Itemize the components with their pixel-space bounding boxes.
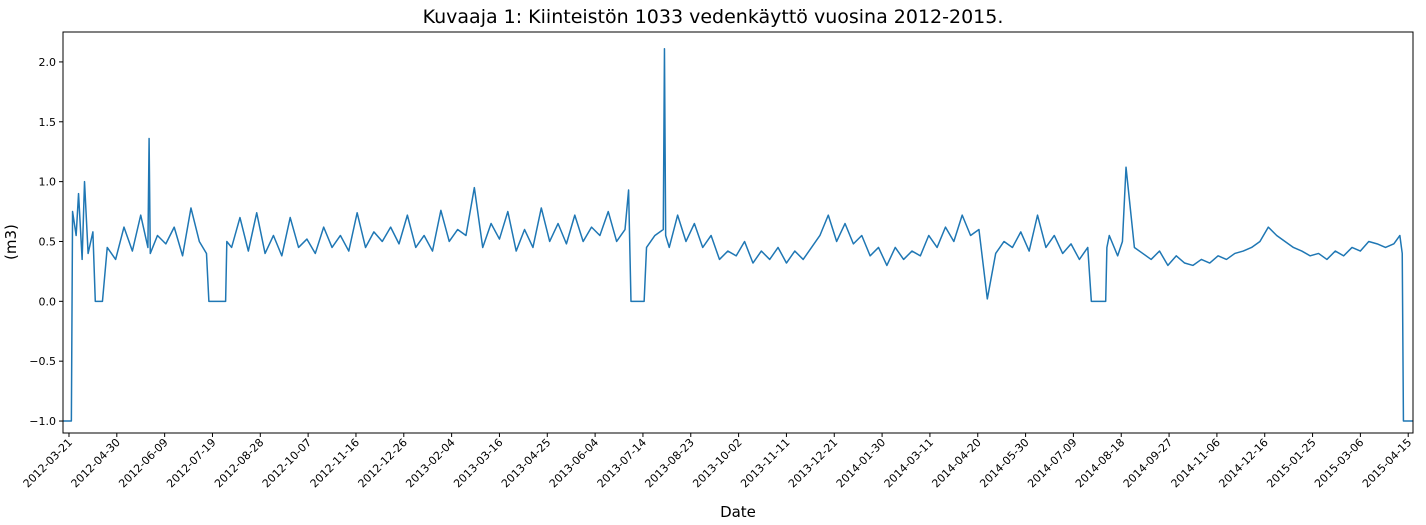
x-tick-label: 2013-11-11	[738, 436, 792, 490]
x-tick-label: 2012-12-26	[356, 436, 410, 490]
y-tick-label: 1.5	[39, 116, 57, 129]
x-tick-label: 2014-07-09	[1025, 436, 1079, 490]
y-tick-label: 1.0	[39, 176, 57, 189]
x-tick-label: 2012-10-07	[260, 436, 314, 490]
x-tick-label: 2013-12-21	[786, 436, 840, 490]
x-tick-label: 2014-04-20	[929, 436, 983, 490]
plot-area: −1.0 −0.5 0.0 0.5 1.0 1.5 2.0 2012-03-212012-04…	[21, 31, 1414, 490]
x-tick-label: 2015-04-15	[1360, 436, 1414, 490]
y-tick-label: 0.5	[39, 235, 57, 248]
x-tick-label: 2013-02-04	[403, 436, 457, 490]
x-tick-label: 2012-11-16	[308, 436, 362, 490]
x-tick-label: 2012-04-30	[69, 436, 123, 490]
y-tick-label: 2.0	[39, 56, 57, 69]
x-tick-label: 2014-09-27	[1121, 436, 1175, 490]
chart-title: Kuvaaja 1: Kiinteistön 1033 vedenkäyttö …	[422, 6, 1004, 28]
x-tick-label: 2014-08-18	[1073, 436, 1127, 490]
x-tick-label: 2012-08-28	[212, 436, 266, 490]
x-tick-label: 2012-06-09	[116, 436, 170, 490]
y-tick-label: −0.5	[29, 355, 56, 368]
axes-frame	[62, 31, 1414, 434]
x-tick-label: 2013-08-23	[642, 436, 696, 490]
x-tick-label: 2013-04-25	[499, 436, 553, 490]
series-line	[63, 48, 1413, 422]
x-tick-label: 2013-03-16	[451, 436, 505, 490]
x-tick-label: 2014-01-30	[834, 436, 888, 490]
x-tick-label: 2015-01-25	[1264, 436, 1318, 490]
x-tick-label: 2014-11-06	[1169, 436, 1223, 490]
y-tick-label: −1.0	[29, 415, 56, 428]
x-tick-label: 2014-12-16	[1216, 436, 1270, 490]
x-tick-label: 2012-07-19	[164, 436, 218, 490]
x-tick-label: 2012-03-21	[21, 436, 75, 490]
x-tick-label: 2013-07-14	[595, 436, 649, 490]
x-tick-label: 2014-05-30	[977, 436, 1031, 490]
x-tick-label: 2015-03-06	[1312, 436, 1366, 490]
x-tick-label: 2014-03-11	[882, 436, 936, 490]
x-tick-label: 2013-10-02	[690, 436, 744, 490]
x-tick-label: 2013-06-04	[547, 436, 601, 490]
x-axis-label: Date	[720, 503, 756, 521]
y-tick-label: 0.0	[39, 295, 57, 308]
